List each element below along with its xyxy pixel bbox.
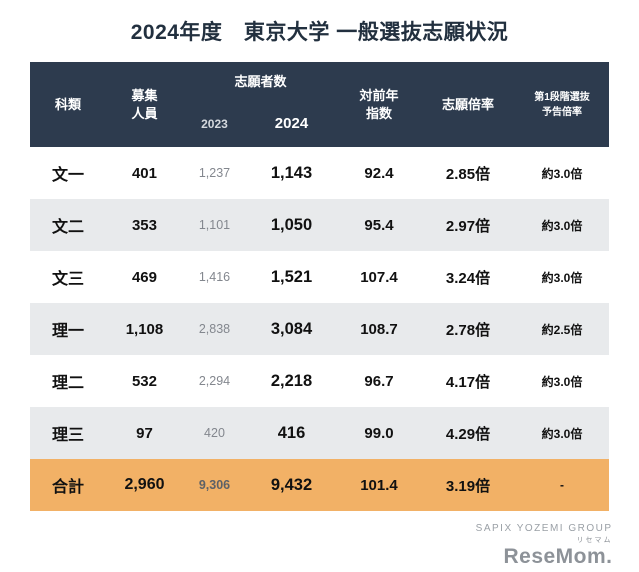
cell-ratio: 3.24倍 [445, 269, 491, 287]
header-row-bottom: 2023 2024 [30, 102, 608, 147]
cell-ratio: 3.19倍 [445, 477, 491, 495]
cell-2024: 1,050 [270, 215, 313, 234]
table-row: 文二 353 1,101 1,050 95.4 2.97倍 約3.0倍 [30, 199, 609, 251]
cell-index: 108.7 [360, 320, 398, 338]
cell-2023: 9,306 [198, 478, 231, 492]
cell-index: 96.7 [364, 372, 394, 390]
footer: SAPIX YOZEMI GROUP リセマム ReseMom. [27, 523, 613, 567]
cell-notice: 約3.0倍 [541, 426, 583, 441]
page-title: 2024年度 東京大学 一般選抜志願状況 [130, 21, 509, 44]
header-stage1-notice-ratio: 第1段階選抜 予告倍率 [515, 62, 609, 147]
table-row: 理二 532 2,294 2,218 96.7 4.17倍 約3.0倍 [30, 355, 609, 407]
cell-capacity: 469 [131, 268, 157, 286]
cell-notice: 約3.0倍 [541, 270, 583, 285]
cell-capacity: 401 [131, 164, 157, 182]
cell-category: 理二 [51, 375, 84, 392]
cell-notice: 約3.0倍 [541, 166, 583, 181]
cell-notice: 約3.0倍 [541, 374, 583, 389]
cell-2023: 1,101 [198, 218, 231, 232]
cell-index: 92.4 [364, 164, 394, 182]
cell-index: 107.4 [360, 268, 398, 286]
cell-2024: 9,432 [270, 475, 313, 494]
cell-category: 文三 [51, 271, 84, 288]
cell-ratio: 4.29倍 [445, 425, 491, 443]
cell-ratio: 2.78倍 [445, 321, 491, 339]
cell-category: 合計 [51, 479, 84, 496]
table-row: 文三 469 1,416 1,521 107.4 3.24倍 約3.0倍 [30, 251, 609, 303]
cell-category: 理三 [51, 427, 84, 444]
cell-ratio: 4.17倍 [445, 373, 491, 391]
resemom-logo: リセマム ReseMom. [27, 537, 613, 567]
cell-index: 101.4 [360, 476, 398, 494]
cell-2024: 416 [277, 423, 306, 442]
header-capacity: 募集 人員 [105, 62, 184, 147]
table-header: 科類 募集 人員 志願者数 対前年 指数 志願倍率 第1段階選抜 予告倍率 20… [30, 62, 609, 147]
header-applicants: 志願者数 [183, 62, 338, 102]
cell-2024: 1,143 [270, 163, 313, 182]
cell-capacity: 1,108 [125, 320, 164, 338]
cell-2023: 1,416 [198, 270, 231, 284]
header-row-top: 科類 募集 人員 志願者数 対前年 指数 志願倍率 第1段階選抜 予告倍率 [30, 62, 609, 147]
cell-2024: 3,084 [270, 319, 313, 338]
table-row: 文一 401 1,237 1,143 92.4 2.85倍 約3.0倍 [30, 147, 609, 199]
cell-category: 理一 [51, 323, 84, 340]
cell-2023: 2,294 [198, 374, 231, 388]
header-ratio: 志願倍率 [420, 62, 516, 147]
cell-2023: 2,838 [198, 322, 231, 336]
table-row-total: 合計 2,960 9,306 9,432 101.4 3.19倍 - [30, 459, 609, 511]
header-year-2024: 2024 [245, 102, 338, 147]
cell-capacity: 532 [131, 372, 157, 390]
resemom-kana-label: リセマム [576, 537, 613, 544]
resemom-wordmark: ReseMom. [503, 545, 613, 568]
application-status-table: 科類 募集 人員 志願者数 対前年 指数 志願倍率 第1段階選抜 予告倍率 20… [30, 62, 609, 511]
cell-ratio: 2.85倍 [445, 165, 491, 183]
cell-notice: 約2.5倍 [541, 322, 583, 337]
cell-notice: 約3.0倍 [541, 218, 583, 233]
cell-category: 文一 [51, 167, 84, 184]
sapix-yozemi-group-label: SAPIX YOZEMI GROUP [475, 523, 613, 534]
cell-2024: 2,218 [270, 371, 313, 390]
cell-capacity: 97 [136, 424, 153, 442]
cell-index: 99.0 [364, 424, 394, 442]
header-category: 科類 [30, 62, 106, 147]
cell-index: 95.4 [364, 216, 394, 234]
table-row: 理一 1,108 2,838 3,084 108.7 2.78倍 約2.5倍 [30, 303, 609, 355]
cell-notice: - [560, 478, 564, 492]
cell-capacity: 2,960 [124, 476, 165, 493]
cell-category: 文二 [51, 219, 84, 236]
header-year-2023: 2023 [183, 102, 246, 147]
cell-2024: 1,521 [270, 267, 313, 286]
cell-2023: 420 [204, 426, 225, 440]
table-body: 文一 401 1,237 1,143 92.4 2.85倍 約3.0倍 文二 3… [30, 147, 609, 511]
cell-capacity: 353 [131, 216, 157, 234]
header-yoy-index: 対前年 指数 [337, 62, 421, 147]
cell-2023: 1,237 [198, 166, 231, 180]
table-row: 理三 97 420 416 99.0 4.29倍 約3.0倍 [30, 407, 609, 459]
cell-ratio: 2.97倍 [445, 217, 491, 235]
